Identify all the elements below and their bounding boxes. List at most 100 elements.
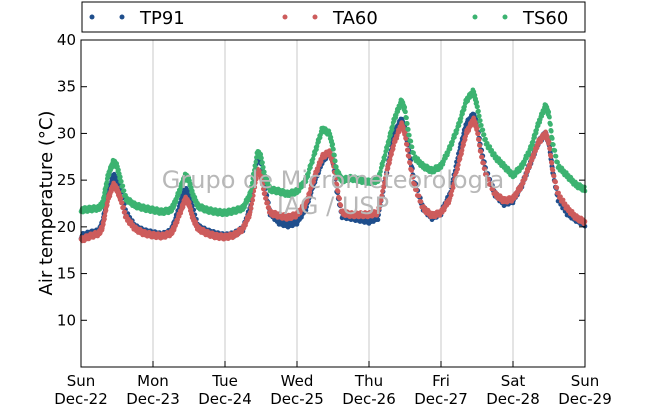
data-point	[101, 197, 107, 203]
data-point	[309, 184, 315, 190]
watermark-line-1: Grupo de Micrometeorologia	[162, 166, 504, 194]
data-point	[101, 193, 107, 199]
data-point	[120, 183, 126, 189]
data-point	[474, 99, 480, 105]
x-tick-date: Dec-26	[342, 390, 396, 408]
data-point	[451, 181, 457, 186]
data-point	[330, 141, 336, 147]
data-point	[101, 222, 106, 227]
data-point	[304, 198, 310, 204]
data-point	[264, 176, 270, 182]
x-tick-date: Dec-27	[414, 390, 468, 408]
data-point	[380, 188, 385, 194]
series-TS60	[78, 87, 588, 218]
data-point	[408, 138, 414, 144]
data-point	[409, 168, 414, 173]
data-point	[118, 174, 123, 180]
data-point	[476, 137, 482, 143]
data-point	[389, 151, 394, 157]
data-point	[478, 149, 484, 154]
data-point	[377, 201, 383, 207]
data-point	[414, 187, 419, 193]
data-point	[328, 134, 334, 140]
legend-marker	[502, 14, 508, 20]
data-point	[118, 195, 124, 201]
data-point	[265, 200, 270, 205]
data-point	[262, 190, 268, 196]
data-point	[338, 203, 344, 208]
legend: TP91 TA60 TS60	[81, 1, 586, 33]
data-point	[546, 109, 552, 115]
x-tick-day: Wed	[281, 372, 314, 390]
data-point	[474, 125, 480, 131]
data-point	[250, 197, 256, 203]
data-point	[337, 196, 342, 201]
data-point	[186, 199, 192, 205]
data-point	[453, 173, 459, 179]
data-point	[560, 197, 566, 203]
data-point	[484, 172, 489, 177]
x-tick-day: Sun	[571, 372, 600, 390]
data-point	[261, 186, 267, 191]
data-point	[263, 195, 269, 201]
data-point	[462, 137, 468, 142]
data-point	[104, 202, 110, 208]
data-point	[307, 189, 313, 195]
data-point	[381, 185, 387, 190]
data-point	[477, 143, 483, 148]
data-point	[410, 175, 416, 180]
data-point	[457, 156, 463, 162]
data-point	[403, 136, 409, 141]
data-point	[404, 115, 409, 121]
data-point	[102, 213, 108, 218]
data-point	[472, 92, 478, 98]
plot-frame	[80, 39, 586, 368]
data-point	[490, 186, 496, 191]
data-point	[102, 216, 107, 222]
data-point	[247, 193, 253, 198]
data-point	[254, 176, 259, 182]
data-point	[259, 155, 264, 161]
data-point	[548, 122, 553, 127]
data-point	[247, 209, 253, 215]
data-point	[251, 172, 257, 177]
data-point	[261, 165, 266, 170]
data-point	[104, 183, 109, 189]
data-point	[384, 172, 389, 177]
data-point	[549, 128, 554, 134]
legend-marker	[312, 14, 318, 20]
data-point	[411, 150, 416, 156]
data-point	[248, 206, 254, 211]
data-point	[260, 160, 265, 165]
data-point	[403, 109, 408, 115]
data-point	[385, 165, 391, 171]
data-point	[262, 169, 267, 175]
data-point	[249, 180, 255, 186]
data-point	[486, 177, 491, 182]
data-point	[477, 113, 482, 119]
data-point	[253, 159, 259, 165]
data-point	[305, 174, 311, 179]
legend-marker	[282, 14, 288, 20]
data-point	[389, 127, 395, 132]
data-point	[335, 189, 341, 194]
data-point	[308, 165, 313, 170]
y-tick-label: 35	[57, 78, 76, 96]
data-point	[558, 194, 563, 199]
data-point	[334, 164, 339, 170]
data-point	[481, 160, 486, 166]
data-point	[334, 182, 340, 187]
y-tick-label: 25	[57, 171, 76, 189]
x-tick-day: Tue	[211, 372, 238, 390]
series-layer	[78, 87, 588, 244]
data-point	[260, 181, 266, 187]
legend-item-TS60: TS60	[472, 8, 568, 29]
data-point	[582, 184, 587, 190]
data-point	[386, 137, 392, 143]
data-point	[478, 118, 483, 123]
data-point	[479, 122, 484, 128]
x-tick-day: Fri	[432, 372, 450, 390]
data-point	[475, 131, 481, 137]
data-point	[448, 192, 454, 198]
